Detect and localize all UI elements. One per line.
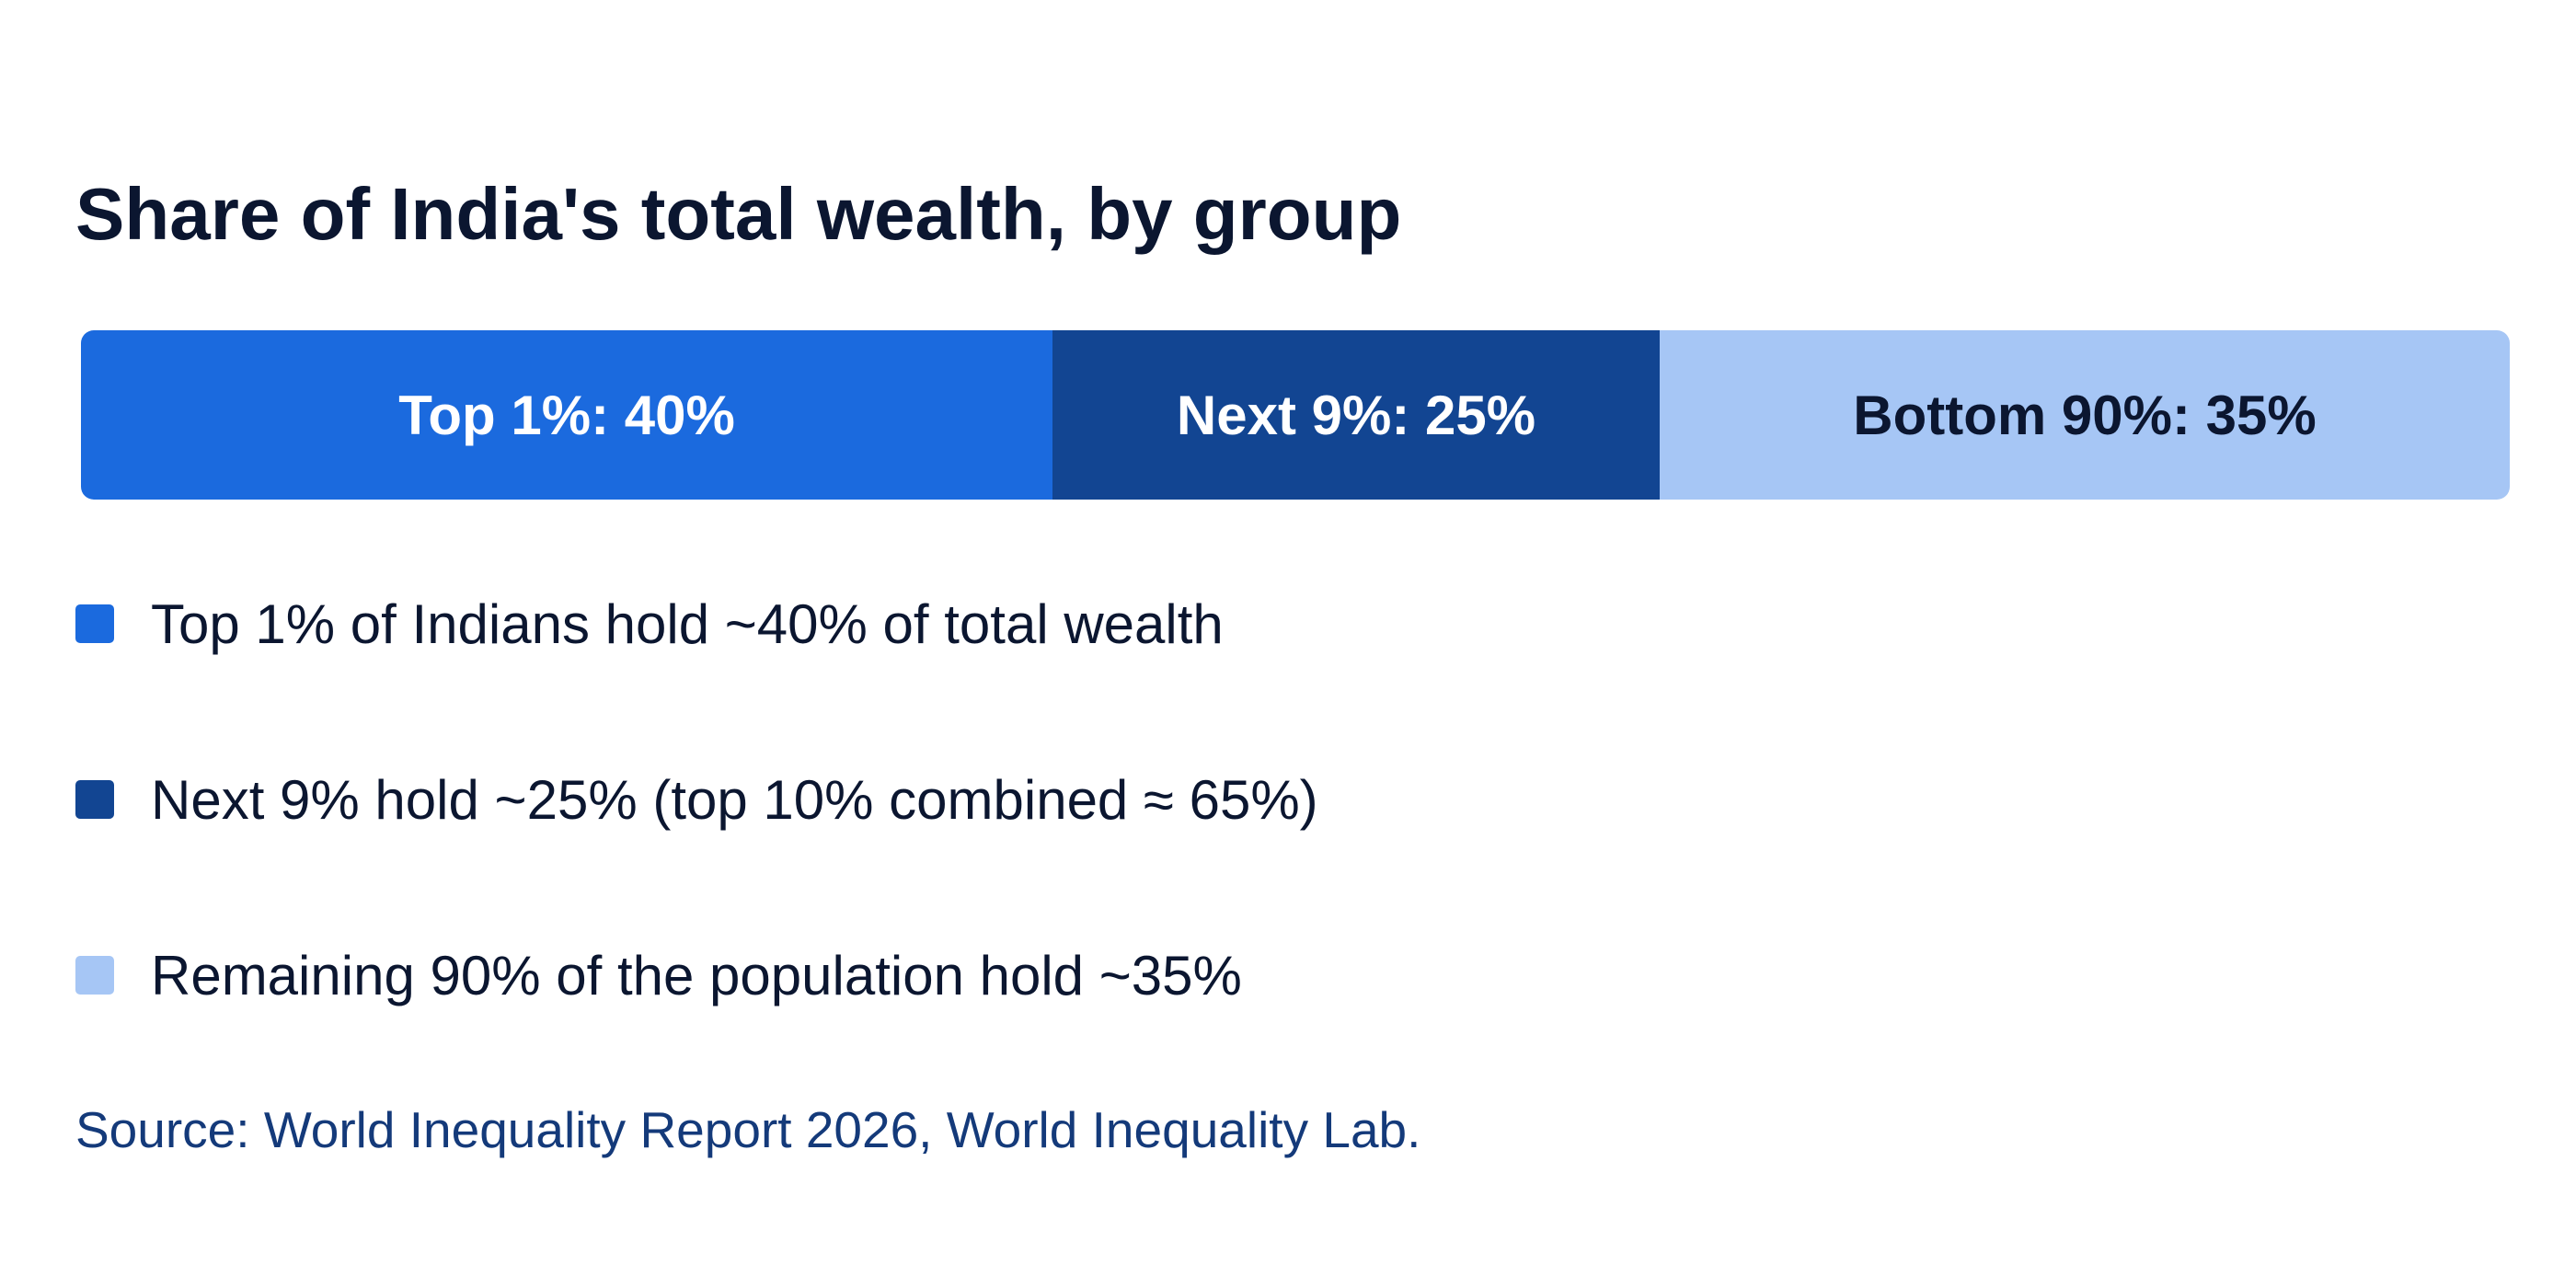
segment-label-3: Bottom 90%: 35% [1853,384,2317,446]
bar-segment-2: Next 9%: 25% [1052,330,1660,500]
bar-segment-3: Bottom 90%: 35% [1660,330,2510,500]
source-note: Source: World Inequality Report 2026, Wo… [75,1101,1421,1158]
legend-item-1: Top 1% of Indians hold ~40% of total wea… [75,582,1224,665]
legend-label-2: Next 9% hold ~25% (top 10% combined ≈ 65… [151,768,1318,831]
legend-label-3: Remaining 90% of the population hold ~35… [151,944,1242,1006]
segment-label-1: Top 1%: 40% [398,384,735,446]
legend-label-1: Top 1% of Indians hold ~40% of total wea… [151,592,1224,655]
segment-label-2: Next 9%: 25% [1176,384,1536,446]
legend-item-2: Next 9% hold ~25% (top 10% combined ≈ 65… [75,758,1318,841]
bar-segment-1: Top 1%: 40% [81,330,1052,500]
legend-swatch-3 [75,956,114,995]
legend-swatch-2 [75,780,114,819]
legend-swatch-1 [75,604,114,643]
legend-item-3: Remaining 90% of the population hold ~35… [75,934,1242,1017]
stacked-bar: Top 1%: 40% Next 9%: 25% Bottom 90%: 35% [81,330,2510,500]
chart-title: Share of India's total wealth, by group [75,173,1402,255]
